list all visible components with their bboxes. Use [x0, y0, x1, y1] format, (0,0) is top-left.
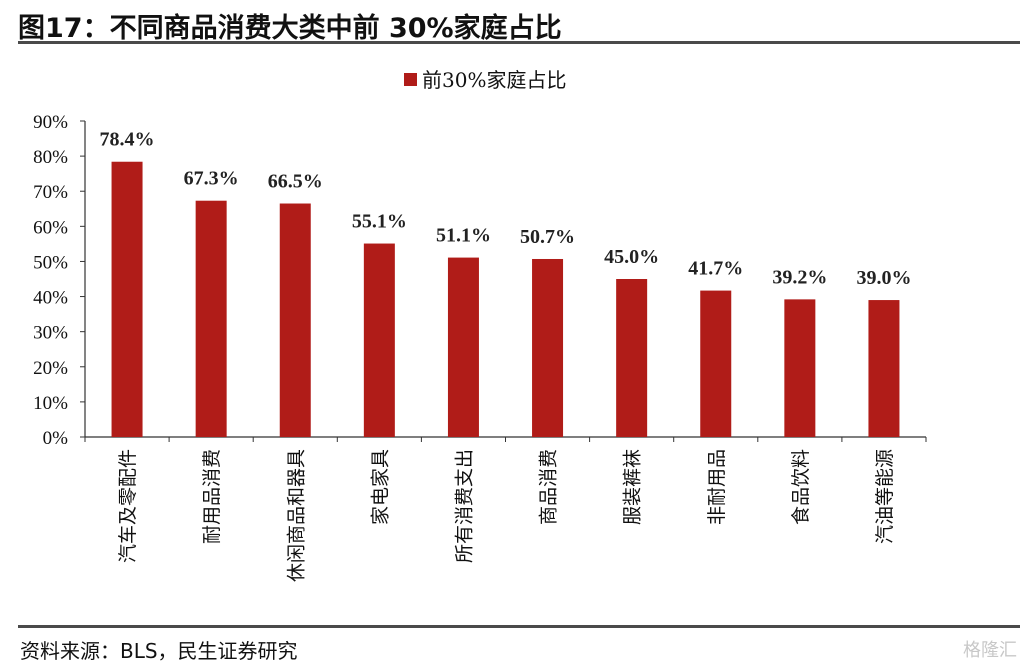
y-tick-label: 0% [43, 428, 69, 449]
bar [784, 299, 816, 437]
data-label: 55.1% [352, 211, 407, 233]
legend-label: 前30%家庭占比 [422, 68, 566, 92]
figure-title: 图17：不同商品消费大类中前 30%家庭占比 [18, 13, 562, 44]
category-label: 服装裤袜 [622, 449, 644, 525]
y-tick-label: 10% [33, 393, 68, 414]
category-label: 休闲商品和器具 [285, 449, 307, 582]
y-tick-label: 90% [33, 112, 68, 133]
data-label: 50.7% [520, 226, 575, 248]
category-label: 汽油等能源 [874, 449, 896, 544]
bar [616, 279, 648, 437]
category-label: 汽车及零配件 [117, 449, 139, 563]
bottom-rule [18, 625, 1020, 628]
data-label: 66.5% [268, 171, 323, 193]
bar [195, 200, 227, 437]
data-label: 39.2% [772, 266, 827, 288]
data-label: 45.0% [604, 246, 659, 268]
bar [532, 258, 564, 437]
y-tick-label: 80% [33, 147, 68, 168]
bar [363, 243, 395, 437]
bar [447, 257, 479, 437]
legend-swatch [404, 73, 417, 86]
y-tick-label: 70% [33, 182, 68, 203]
watermark: 格隆汇 [963, 640, 1017, 661]
category-label: 家电家具 [369, 449, 391, 525]
y-tick-label: 40% [33, 288, 68, 309]
bar [868, 300, 900, 437]
data-label: 41.7% [688, 258, 743, 280]
source-note: 资料来源：BLS，民生证券研究 [20, 639, 298, 663]
category-label: 非耐用品 [706, 449, 728, 525]
bar [700, 290, 732, 437]
y-tick-label: 30% [33, 323, 68, 344]
top-rule [18, 41, 1020, 44]
category-label: 食品饮料 [790, 449, 812, 525]
category-label: 商品消费 [538, 449, 560, 525]
category-label: 所有消费支出 [453, 449, 475, 563]
bar [279, 203, 311, 437]
data-label: 39.0% [856, 267, 911, 289]
y-tick-label: 50% [33, 252, 68, 273]
data-label: 67.3% [184, 168, 239, 190]
category-label: 耐用品消费 [201, 449, 223, 544]
data-label: 51.1% [436, 225, 491, 247]
y-tick-label: 60% [33, 217, 68, 238]
y-tick-label: 20% [33, 358, 68, 379]
bar [111, 161, 143, 437]
data-label: 78.4% [100, 129, 155, 151]
